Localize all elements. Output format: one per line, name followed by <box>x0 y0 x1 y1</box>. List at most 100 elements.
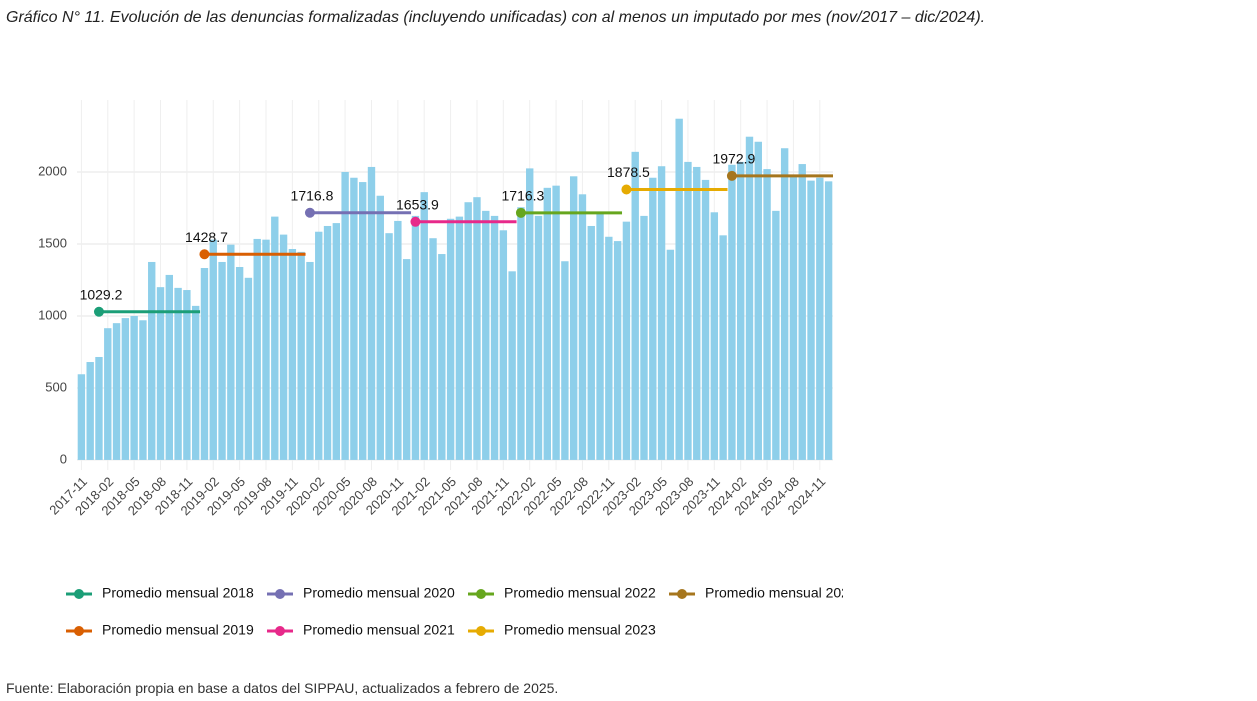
average-label: 1716.8 <box>291 187 334 203</box>
bar <box>376 195 384 460</box>
bar <box>86 362 94 460</box>
bar <box>429 238 437 460</box>
bar <box>622 221 631 460</box>
bar <box>306 261 314 460</box>
bar <box>719 235 727 460</box>
bar <box>315 231 323 460</box>
average-label: 1653.9 <box>396 197 439 213</box>
bar <box>649 177 657 460</box>
bar <box>227 244 235 460</box>
bar <box>816 177 824 460</box>
average-point <box>304 207 315 218</box>
bar <box>561 261 569 460</box>
bar <box>675 118 683 460</box>
bar <box>438 254 446 460</box>
source: Fuente: Elaboración propia en base a dat… <box>6 680 559 696</box>
bar <box>534 215 543 460</box>
bar <box>693 166 701 460</box>
bar <box>420 192 428 460</box>
average-point <box>621 184 632 195</box>
legend-label: Promedio mensual 2021 <box>303 622 455 638</box>
bar <box>95 356 103 460</box>
average-point <box>93 306 104 317</box>
bar <box>807 180 815 460</box>
average-point <box>726 170 737 181</box>
bar <box>271 216 279 460</box>
legend-marker <box>476 626 486 636</box>
bar <box>323 225 332 460</box>
bar <box>473 197 481 460</box>
bar <box>701 179 710 460</box>
bar <box>745 136 754 460</box>
bar <box>543 187 551 460</box>
average-label: 1878.5 <box>607 164 650 180</box>
bar <box>499 230 508 460</box>
legend-label: Promedio mensual 2023 <box>504 622 656 638</box>
bar <box>772 210 780 460</box>
legend-marker <box>476 589 486 599</box>
bar <box>780 148 789 460</box>
bar <box>631 151 639 460</box>
bar <box>297 251 305 460</box>
bar <box>737 161 745 460</box>
legend: Promedio mensual 2018 Promedio mensual 20… <box>66 585 843 638</box>
bar <box>209 239 217 460</box>
bar <box>174 287 182 460</box>
bar <box>657 166 666 460</box>
bar <box>666 249 675 460</box>
bar <box>605 236 613 460</box>
bar <box>824 181 833 460</box>
bar <box>244 277 253 460</box>
bar <box>728 164 736 460</box>
bar <box>508 271 516 460</box>
bar <box>279 234 288 460</box>
bar <box>578 194 587 460</box>
legend-marker <box>677 589 687 599</box>
bar <box>552 185 560 460</box>
average-point <box>515 207 526 218</box>
bar <box>798 164 806 460</box>
bar <box>789 176 798 460</box>
bar <box>526 168 534 460</box>
bar <box>341 171 349 460</box>
bar <box>332 223 341 460</box>
bar <box>253 238 261 460</box>
bar <box>156 287 165 460</box>
bar <box>385 233 393 460</box>
bar <box>165 274 173 460</box>
bar <box>613 241 622 460</box>
bar <box>104 328 112 460</box>
bar <box>517 207 525 460</box>
bar <box>112 323 121 460</box>
bar <box>262 239 270 460</box>
bar <box>191 305 200 460</box>
bar <box>754 141 762 460</box>
bar <box>359 182 367 460</box>
legend-marker <box>275 589 285 599</box>
y-tick-label: 0 <box>60 451 67 466</box>
bar <box>148 261 156 460</box>
bar <box>77 374 86 460</box>
average-label: 1972.9 <box>712 151 755 167</box>
bar <box>411 215 420 460</box>
legend-label: Promedio mensual 2020 <box>303 585 455 601</box>
bar <box>130 315 138 460</box>
legend-marker <box>275 626 285 636</box>
bar <box>710 212 719 460</box>
bar <box>121 318 130 460</box>
average-label: 1428.7 <box>185 229 228 245</box>
bar <box>350 177 358 460</box>
bar <box>640 215 648 460</box>
bar <box>218 261 226 460</box>
legend-marker <box>74 626 84 636</box>
bar <box>139 320 147 460</box>
y-tick-label: 1000 <box>38 307 67 322</box>
bar <box>288 249 297 460</box>
bar <box>183 290 191 460</box>
average-point <box>199 249 210 260</box>
bar <box>596 213 604 460</box>
bar <box>367 166 376 460</box>
y-tick-label: 500 <box>45 379 67 394</box>
bar <box>569 176 578 460</box>
